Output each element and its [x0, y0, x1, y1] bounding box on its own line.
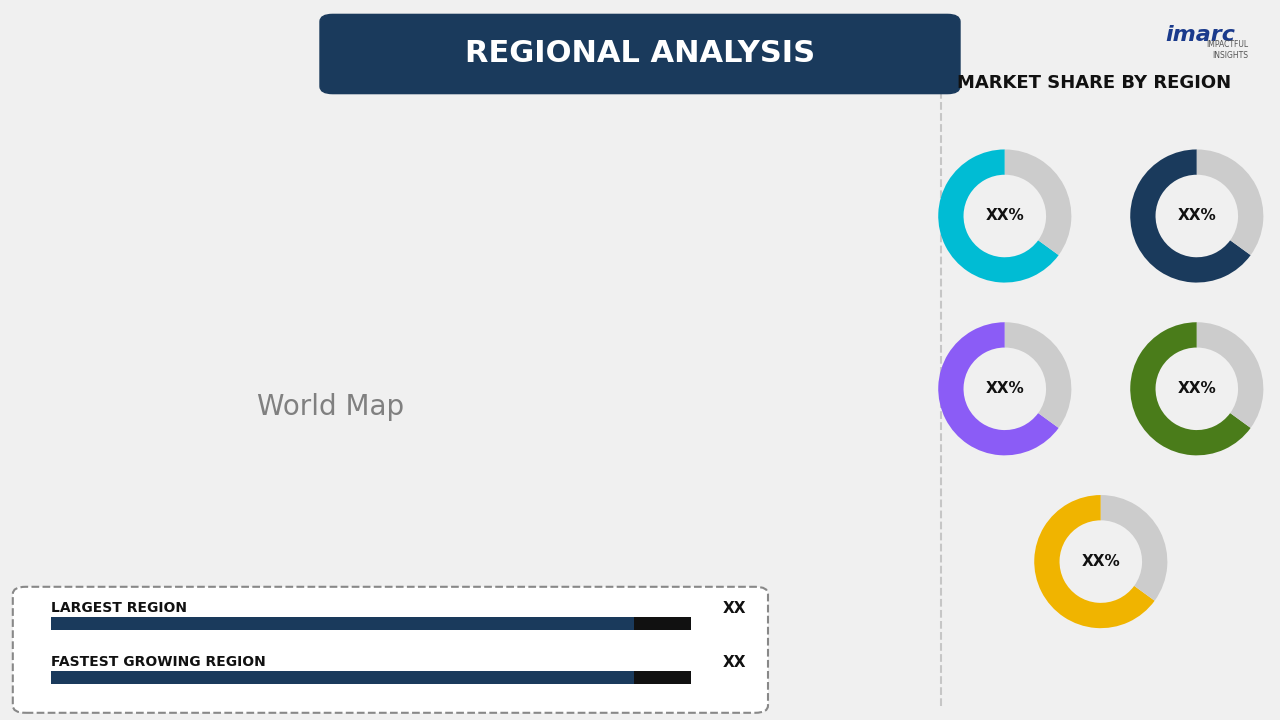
Wedge shape — [1197, 323, 1263, 428]
Text: XX: XX — [723, 601, 746, 616]
Text: World Map: World Map — [257, 393, 404, 420]
Wedge shape — [1005, 323, 1071, 428]
Text: REGIONAL ANALYSIS: REGIONAL ANALYSIS — [465, 40, 815, 68]
Text: XX%: XX% — [1178, 209, 1216, 223]
FancyBboxPatch shape — [13, 587, 768, 713]
Text: LARGEST REGION: LARGEST REGION — [51, 601, 187, 616]
Bar — [51, 617, 691, 630]
Text: imarc: imarc — [1165, 25, 1235, 45]
Wedge shape — [1034, 495, 1155, 628]
Wedge shape — [1130, 150, 1251, 282]
Wedge shape — [938, 150, 1059, 282]
Text: XX%: XX% — [986, 209, 1024, 223]
Wedge shape — [1130, 323, 1251, 455]
Text: FASTEST GROWING REGION: FASTEST GROWING REGION — [51, 655, 266, 670]
Text: XX: XX — [723, 655, 746, 670]
Text: XX%: XX% — [986, 382, 1024, 396]
Bar — [634, 617, 691, 630]
Wedge shape — [1101, 495, 1167, 600]
Text: IMPACTFUL
INSIGHTS: IMPACTFUL INSIGHTS — [1206, 40, 1248, 60]
Bar — [51, 671, 691, 684]
FancyBboxPatch shape — [320, 14, 960, 94]
Text: MARKET SHARE BY REGION: MARKET SHARE BY REGION — [957, 73, 1231, 91]
Wedge shape — [1005, 150, 1071, 255]
Text: XX%: XX% — [1178, 382, 1216, 396]
Wedge shape — [938, 323, 1059, 455]
Bar — [634, 671, 691, 684]
Text: XX%: XX% — [1082, 554, 1120, 569]
Wedge shape — [1197, 150, 1263, 255]
